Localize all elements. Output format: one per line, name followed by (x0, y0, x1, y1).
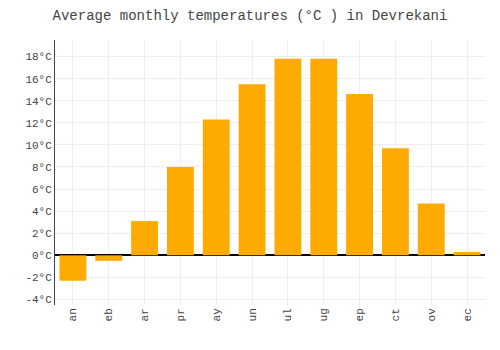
svg-text:un: un (247, 308, 259, 321)
svg-text:0°C: 0°C (32, 250, 52, 262)
svg-text:18°C: 18°C (25, 51, 52, 63)
svg-text:pr: pr (175, 308, 187, 321)
svg-text:12°C: 12°C (25, 118, 52, 130)
svg-text:ov: ov (426, 308, 438, 322)
svg-text:2°C: 2°C (32, 228, 52, 240)
svg-text:6°C: 6°C (32, 184, 52, 196)
svg-text:ar: ar (139, 308, 151, 321)
svg-text:ug: ug (318, 308, 330, 321)
svg-text:8°C: 8°C (32, 162, 52, 174)
svg-text:-4°C: -4°C (25, 294, 52, 306)
svg-text:14°C: 14°C (25, 96, 52, 108)
svg-text:an: an (67, 308, 79, 321)
svg-text:Average monthly temperatures (: Average monthly temperatures (°C ) in De… (53, 8, 448, 24)
svg-text:ep: ep (354, 308, 366, 321)
svg-text:ct: ct (390, 308, 402, 321)
svg-text:10°C: 10°C (25, 140, 52, 152)
svg-text:ay: ay (211, 308, 223, 322)
svg-text:-2°C: -2°C (25, 272, 52, 284)
svg-text:4°C: 4°C (32, 206, 52, 218)
svg-text:ul: ul (282, 308, 294, 321)
svg-text:ec: ec (462, 308, 474, 321)
svg-text:16°C: 16°C (25, 74, 52, 86)
svg-text:eb: eb (103, 308, 115, 321)
